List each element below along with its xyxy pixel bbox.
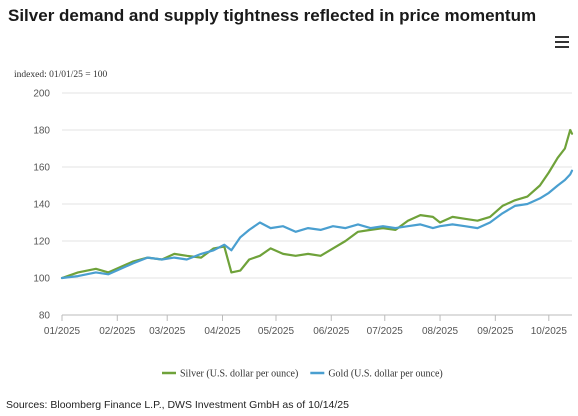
x-axis-ticks: 01/2025 02/2025 03/2025 04/2025 05/2025 06/20… xyxy=(44,314,572,337)
hamburger-menu-icon[interactable] xyxy=(555,36,569,48)
y-tick-label: 160 xyxy=(33,163,50,174)
source-note: Sources: Bloomberg Finance L.P., DWS Inv… xyxy=(6,399,349,411)
y-axis-ticks: 80 100 120 140 160 180 200 xyxy=(33,89,50,322)
grid-lines xyxy=(62,92,572,316)
x-tick-label: 07/2025 xyxy=(367,326,404,337)
x-tick-label: 10/2025 xyxy=(531,326,568,337)
x-tick-label: 02/2025 xyxy=(99,326,136,337)
x-tick-label: 09/2025 xyxy=(477,326,514,337)
y-tick-label: 200 xyxy=(33,89,50,100)
y-tick-label: 120 xyxy=(33,237,50,248)
chart-subtitle: indexed: 01/01/25 = 100 xyxy=(14,70,108,80)
series-line-1 xyxy=(60,169,574,280)
legend-label-1[interactable]: Gold (U.S. dollar per ounce) xyxy=(328,369,442,380)
x-tick-label: 04/2025 xyxy=(204,326,241,337)
y-tick-label: 140 xyxy=(33,200,50,211)
series-lines xyxy=(60,128,574,280)
series-line-0 xyxy=(60,128,574,280)
x-tick-label: 05/2025 xyxy=(258,326,295,337)
x-tick-label: 03/2025 xyxy=(149,326,186,337)
line-chart: 80 100 120 140 160 180 200 01/2025 02/2025 03/20… xyxy=(33,89,574,380)
x-tick-label: 01/2025 xyxy=(44,326,81,337)
x-tick-label: 08/2025 xyxy=(422,326,459,337)
x-tick-label: 06/2025 xyxy=(313,326,350,337)
chart-title: Silver demand and supply tightness refle… xyxy=(8,6,537,25)
legend[interactable]: Silver (U.S. dollar per ounce) Gold (U.S.… xyxy=(162,369,443,380)
legend-label-0[interactable]: Silver (U.S. dollar per ounce) xyxy=(180,369,298,380)
y-tick-label: 80 xyxy=(39,311,51,322)
y-tick-label: 180 xyxy=(33,126,50,137)
y-tick-label: 100 xyxy=(33,274,50,285)
